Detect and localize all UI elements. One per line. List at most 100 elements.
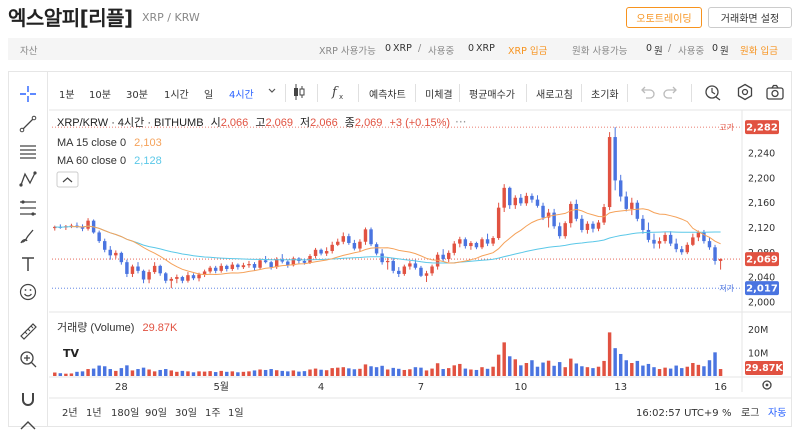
candle-body — [624, 196, 628, 209]
refresh-button[interactable]: 새로고침 — [536, 90, 573, 101]
volume-bar — [485, 368, 490, 376]
volume-bar — [585, 367, 590, 376]
volume-bar — [374, 367, 379, 376]
auto-trading-button[interactable]: 오토트레이딩 — [626, 7, 702, 28]
candle-body — [618, 180, 623, 197]
camera-icon[interactable] — [765, 83, 785, 104]
candle-body — [152, 265, 157, 273]
candle-body — [408, 263, 412, 267]
volume-bar — [180, 370, 185, 376]
candle-body — [557, 226, 562, 237]
alert-clock-icon[interactable] — [704, 83, 722, 104]
price-tick-label: 2,040 — [748, 273, 775, 284]
range-90d[interactable]: 90일 — [145, 407, 167, 419]
volume-bar — [236, 372, 240, 376]
text-icon[interactable] — [18, 254, 38, 274]
crosshair-icon[interactable] — [18, 84, 38, 104]
candle-body — [263, 260, 268, 263]
fibonacci-icon[interactable] — [18, 198, 38, 218]
pattern-icon[interactable] — [18, 169, 38, 189]
lock-drawing-icon[interactable] — [18, 415, 38, 434]
legend-high: 2,069 — [265, 117, 293, 129]
zoom-in-icon[interactable] — [18, 349, 38, 369]
trendline-icon[interactable] — [18, 114, 38, 134]
interval-30m[interactable]: 30분 — [126, 90, 148, 101]
range-30d[interactable]: 30일 — [175, 407, 197, 419]
range-180d[interactable]: 180일 — [111, 407, 139, 419]
settings-icon[interactable] — [736, 83, 754, 104]
reset-button[interactable]: 초기화 — [591, 90, 619, 101]
svg-text:거래량 (Volume) 29.87K: 거래량 (Volume) 29.87K — [57, 321, 178, 334]
volume-bar — [718, 369, 723, 376]
magnet-icon[interactable] — [18, 389, 38, 409]
log-scale-toggle[interactable]: 로그 — [741, 408, 759, 419]
redo-icon[interactable] — [663, 84, 679, 103]
volume-bar — [458, 363, 462, 376]
candle-body — [535, 199, 540, 206]
axis-settings-icon[interactable] — [762, 380, 772, 390]
candle-body — [302, 260, 307, 263]
time-tick-label: 5월 — [213, 381, 229, 393]
candle-body — [630, 202, 634, 209]
divider-slash: / — [668, 43, 672, 54]
candle — [530, 193, 534, 203]
volume-bar — [613, 348, 617, 376]
candle — [630, 197, 634, 216]
average-price-button[interactable]: 평균매수가 — [469, 90, 515, 101]
candle-body — [341, 236, 346, 242]
range-1w[interactable]: 1주 — [205, 408, 221, 419]
candle — [397, 267, 401, 278]
candle-body — [674, 243, 678, 250]
percent-scale-toggle[interactable]: % — [722, 408, 732, 419]
unfilled-orders-button[interactable]: 미체결 — [425, 90, 453, 101]
volume-bar — [680, 368, 684, 376]
volume-bar — [408, 369, 412, 376]
collapse-legend-button[interactable] — [56, 171, 79, 188]
auto-scale-toggle[interactable]: 자동 — [768, 407, 786, 419]
horizontal-lines-icon[interactable] — [18, 141, 38, 161]
range-1d[interactable]: 1일 — [228, 407, 244, 419]
volume-bar — [341, 367, 346, 376]
candle-type-icon[interactable] — [292, 83, 306, 104]
interval-1h[interactable]: 1시간 — [164, 90, 189, 101]
price-tick-label: 2,200 — [748, 173, 775, 184]
current-volume-label: 29.87K — [745, 363, 783, 374]
interval-dropdown-icon[interactable] — [267, 84, 277, 101]
interval-day[interactable]: 일 — [204, 90, 214, 101]
candle-body — [513, 197, 518, 206]
interval-10m[interactable]: 10분 — [89, 90, 111, 101]
candle-body — [164, 273, 168, 281]
interval-1m[interactable]: 1분 — [59, 90, 75, 101]
volume-bar — [80, 371, 85, 376]
volume-bar — [147, 369, 151, 376]
ruler-icon[interactable] — [18, 321, 38, 341]
legend-open-label: 시 — [211, 117, 221, 129]
candle-body — [336, 241, 340, 245]
emoji-icon[interactable] — [18, 282, 38, 302]
candle — [458, 236, 462, 248]
forecast-chart-button[interactable]: 예측차트 — [369, 90, 406, 101]
candle — [591, 221, 595, 233]
candle-body — [86, 220, 90, 229]
legend-low: 2,066 — [310, 117, 338, 129]
candle-body — [136, 266, 140, 271]
candle — [535, 195, 540, 208]
krw-deposit-link[interactable]: 원화 입금 — [740, 46, 778, 57]
xrp-available-unit: XRP — [393, 43, 412, 54]
brush-icon[interactable] — [18, 226, 38, 246]
legend-more-icon[interactable]: ··· — [455, 115, 466, 129]
undo-icon[interactable] — [639, 84, 655, 103]
time-tick-label: 7 — [418, 382, 424, 393]
xrp-deposit-link[interactable]: XRP 입금 — [508, 46, 548, 57]
range-1y[interactable]: 1년 — [86, 407, 102, 419]
range-2y[interactable]: 2년 — [62, 407, 78, 419]
candle — [86, 218, 90, 231]
trade-layout-settings-button[interactable]: 거래화면 설정 — [708, 7, 792, 28]
candle-body — [524, 195, 529, 204]
volume-bar — [286, 371, 290, 376]
interval-4h[interactable]: 4시간 — [229, 90, 254, 101]
xrp-available-label: XRP 사용가능 — [319, 46, 376, 57]
price-tags: 고가 2,282 저가 2,017 2,069 29.87K — [719, 120, 783, 375]
